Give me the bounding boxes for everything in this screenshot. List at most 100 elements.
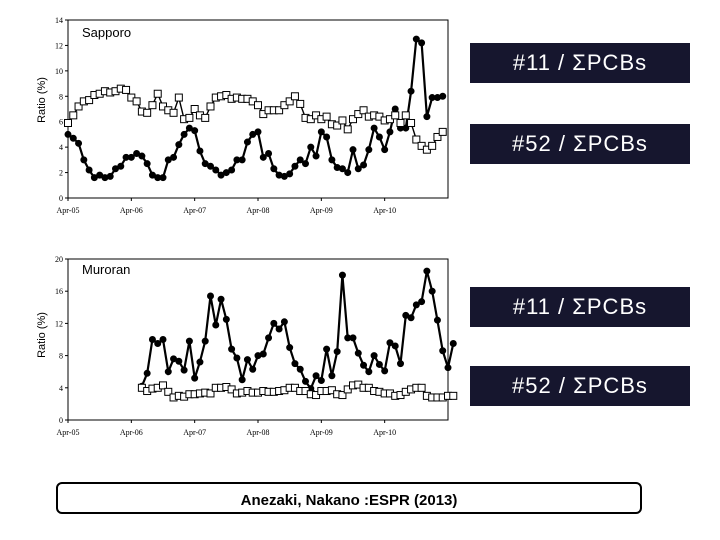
muroran-pcb11-point [370, 352, 378, 360]
sapporo-pcb11-point [143, 160, 151, 168]
muroran-pcb52-point [164, 387, 173, 396]
sapporo-pcb11-point [127, 153, 135, 161]
sapporo-pcb52-point [322, 112, 331, 121]
muroran-pcb11-point [338, 271, 346, 279]
sapporo-ytick-label: 10 [55, 67, 63, 76]
muroran-pcb11-point [154, 340, 162, 348]
muroran-pcb11-point [317, 377, 325, 385]
sapporo-xtick-label: Apr-08 [247, 206, 270, 215]
sapporo-pcb11-point [117, 162, 125, 170]
muroran-pcb11-point [148, 336, 156, 343]
sapporo-title: Sapporo [82, 25, 131, 40]
sapporo-pcb11-point [328, 156, 336, 164]
muroran-pcb52-point [449, 391, 458, 400]
sapporo-pcb11-point [64, 130, 72, 138]
sapporo-xtick-label: Apr-07 [183, 206, 206, 215]
muroran-pcb11-point [328, 372, 336, 380]
sapporo-pcb52-point [296, 99, 305, 108]
sapporo-pcb52-point [143, 108, 152, 117]
muroran-pcb11-point [312, 372, 320, 380]
muroran-pcb11-point [164, 368, 172, 376]
sapporo-pcb52-point [407, 118, 416, 127]
sapporo-pcb52-point [185, 113, 194, 122]
sapporo-pcb52-point [153, 89, 162, 98]
muroran-pcb52-point [417, 383, 426, 392]
sapporo-pcb11-point [418, 39, 426, 47]
muroran-panel: 0 4 8 12 16 20 Apr-05 Apr-06 Apr-07 Apr-08 Apr-09… [36, 255, 458, 437]
sapporo-pcb52-point [433, 132, 442, 141]
muroran-ytick-label: 16 [55, 287, 63, 296]
muroran-pcb11-point [201, 337, 209, 345]
sapporo-pcb11-point [106, 172, 114, 180]
sapporo-pcb11-point [312, 152, 320, 160]
muroran-pcb11-point [275, 325, 283, 333]
sapporo-pcb11-point [159, 174, 167, 182]
sapporo-pcb11-point [238, 156, 246, 164]
muroran-series [137, 267, 458, 402]
sapporo-ytick-label: 12 [55, 41, 63, 50]
sapporo-pcb11-point [391, 105, 399, 113]
sapporo-pcb52-point [122, 85, 131, 94]
sapporo-pcb11-point [80, 156, 88, 164]
sapporo-x-axis: Apr-05 Apr-06 Apr-07 Apr-08 Apr-09 Apr-10 [57, 198, 396, 215]
sapporo-pcb52-point [64, 118, 72, 127]
sapporo-pcb11-point [75, 139, 83, 147]
sapporo-pcb52-point [401, 111, 410, 120]
muroran-pcb52-point [343, 385, 352, 394]
muroran-pcb11-point [407, 314, 415, 322]
muroran-pcb52-point [206, 389, 215, 398]
sapporo-pcb52-point [285, 97, 294, 106]
muroran-pcb11-point [159, 336, 167, 343]
muroran-title: Muroran [82, 262, 130, 277]
muroran-pcb11-point [349, 334, 357, 342]
muroran-pcb11-point [439, 347, 447, 355]
sapporo-pcb11-point [302, 160, 309, 168]
muroran-ytick-label: 8 [59, 352, 63, 361]
sapporo-52-legend-box: #52 / ΣPCBs [470, 124, 690, 164]
muroran-pcb11-point [222, 315, 230, 323]
sapporo-pcb11-point [265, 150, 273, 157]
muroran-pcb11-point [233, 354, 241, 362]
sapporo-pcb11-point [370, 124, 378, 132]
muroran-pcb11-point [449, 340, 457, 348]
muroran-xtick-label: Apr-06 [120, 428, 143, 437]
muroran-xtick-label: Apr-08 [247, 428, 270, 437]
sapporo-pcb11-point [296, 156, 304, 164]
muroran-pcb11-point [265, 334, 273, 342]
muroran-pcb11-point [444, 364, 452, 372]
sapporo-series [64, 35, 447, 182]
muroran-pcb11-point [423, 267, 431, 275]
muroran-pcb11-point [259, 350, 267, 358]
sapporo-11-legend-box: #11 / ΣPCBs [470, 43, 690, 83]
sapporo-pcb52-point [359, 106, 368, 115]
muroran-pcb11-point [175, 357, 183, 365]
muroran-ytick-label: 20 [55, 255, 63, 264]
muroran-pcb11-point [354, 349, 362, 357]
muroran-xtick-label: Apr-07 [183, 428, 206, 437]
sapporo-pcb11-point [317, 128, 325, 136]
sapporo-pcb52-point [69, 111, 78, 120]
muroran-pcb11-point [323, 345, 331, 353]
muroran-pcb52-point [227, 385, 236, 394]
muroran-pcb11-point [270, 319, 278, 327]
muroran-pcb52-point [338, 391, 347, 400]
muroran-pcb52-point [159, 381, 167, 390]
sapporo-xtick-label: Apr-10 [373, 206, 396, 215]
muroran-xtick-label: Apr-05 [57, 428, 80, 437]
muroran-x-axis: Apr-05 Apr-06 Apr-07 Apr-08 Apr-09 Apr-10 [57, 420, 396, 437]
muroran-pcb11-point [360, 361, 368, 369]
sapporo-pcb11-point [170, 153, 178, 161]
sapporo-ytick-label: 4 [59, 143, 63, 152]
sapporo-pcb11-point [138, 152, 146, 160]
sapporo-pcb52-point [343, 125, 352, 134]
sapporo-pcb52-point [148, 101, 157, 110]
sapporo-pcb52-point [169, 108, 178, 117]
muroran-pcb11-point [238, 376, 246, 384]
sapporo-pcb11-point [323, 133, 331, 141]
sapporo-pcb52-point [85, 96, 94, 105]
sapporo-pcb52-point [201, 113, 210, 122]
muroran-ytick-label: 0 [59, 416, 63, 425]
muroran-pcb11-point [243, 356, 251, 364]
sapporo-ytick-label: 14 [55, 16, 63, 25]
